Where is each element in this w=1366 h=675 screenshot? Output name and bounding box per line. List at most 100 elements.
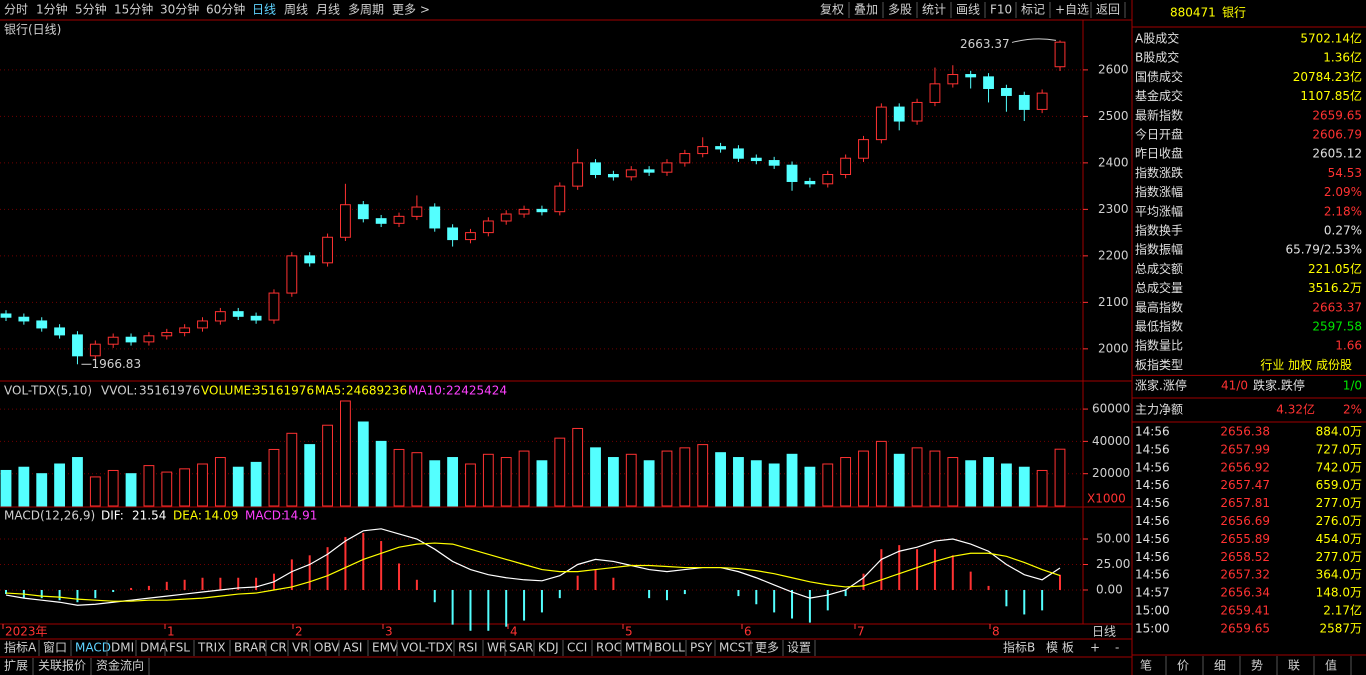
indicator-tab[interactable]: SAR (509, 641, 533, 655)
indicator-tab[interactable]: BOLL (654, 641, 685, 655)
indicator-tab[interactable]: MACD (75, 641, 111, 655)
indicator-tab[interactable]: WR (487, 641, 507, 655)
indicator-tab[interactable]: OBV (314, 641, 340, 655)
y-tick-label: 40000 (1092, 434, 1130, 448)
indicator-tab[interactable]: ROC (596, 641, 622, 655)
candle-body (625, 169, 637, 178)
candle-body (482, 220, 494, 234)
candle-body (679, 153, 691, 164)
period-label: 日线 (1092, 625, 1116, 639)
indicator-tab[interactable]: 指标A (4, 640, 37, 655)
x-tick-label: 7 (857, 625, 865, 639)
toolbar-item[interactable]: 周线 (284, 3, 308, 17)
indicator-tab[interactable]: + (1090, 641, 1100, 655)
indicator-tab[interactable]: 更多 (755, 641, 779, 655)
indicator-tab[interactable]: CCI (567, 641, 587, 655)
toolbar-item[interactable]: 多周期 (348, 3, 384, 17)
volume-bar (643, 460, 655, 507)
toolbar-item[interactable]: 标记 (1021, 3, 1045, 17)
indicator-tab[interactable]: EMV (372, 641, 399, 655)
volume-bar (322, 424, 333, 507)
indicator-tab[interactable]: 设置 (787, 641, 811, 655)
candle-body (965, 74, 977, 78)
indicator-tab[interactable]: - (1115, 641, 1119, 655)
tick-time: 14:56 (1135, 460, 1170, 474)
candle-body (179, 327, 191, 334)
panel-tab[interactable]: 价 (1177, 659, 1189, 673)
panel-tab[interactable]: 值 (1325, 658, 1337, 673)
toolbar-item[interactable]: 1分钟 (36, 2, 68, 17)
panel-tab[interactable]: 势 (1251, 659, 1263, 673)
bottom-tab[interactable]: 资金流向 (96, 658, 144, 673)
volume-bar (1054, 448, 1066, 507)
tick-volume: 148.0万 (1316, 586, 1362, 600)
indicator-tab[interactable]: 窗口 (43, 641, 67, 655)
panel-tab[interactable]: 联 (1288, 659, 1300, 673)
tick-volume: 276.0万 (1316, 514, 1362, 528)
indicator-tab[interactable]: FSL (169, 641, 190, 655)
tick-volume: 2.17亿 (1323, 603, 1362, 618)
panel-tab[interactable]: 细 (1214, 659, 1226, 673)
toolbar-item[interactable]: 15分钟 (114, 2, 153, 17)
indicator-tab[interactable]: DMA (140, 641, 169, 655)
index-name: 银行 (1222, 6, 1246, 20)
toolbar-item[interactable]: 5分钟 (75, 2, 107, 17)
tick-time: 14:56 (1135, 478, 1170, 492)
toolbar-item[interactable]: 返回 (1096, 3, 1120, 17)
x-tick-label: 4 (510, 625, 518, 639)
indicator-tab[interactable]: KDJ (538, 641, 559, 655)
toolbar-item[interactable]: 30分钟 (160, 2, 199, 17)
volume-bar (89, 476, 101, 507)
candle-body (465, 232, 476, 241)
indicator-tab[interactable]: TRIX (197, 641, 225, 655)
macd-label: MACD: (245, 509, 285, 523)
indicator-tab[interactable]: 模 板 (1046, 641, 1074, 655)
indicator-tab[interactable]: 指标B (1003, 640, 1035, 655)
breadth-label: 涨家.涨停 (1135, 378, 1187, 393)
quote-value: 2659.65 (1312, 108, 1362, 122)
bottom-tab[interactable]: 关联报价 (38, 658, 86, 673)
toolbar-item[interactable]: 分时 (4, 3, 28, 17)
high-annotation: 2663.37 (960, 37, 1010, 51)
indicator-tab[interactable]: MTM (625, 641, 653, 655)
toolbar-item[interactable]: 统计 (922, 3, 946, 17)
indicator-tab[interactable]: BRAR (234, 641, 267, 655)
indicator-tab[interactable]: MCST (719, 641, 753, 655)
volume-bar (840, 457, 852, 507)
volume-bar (214, 457, 226, 507)
indicator-tab[interactable]: DMI (111, 641, 134, 655)
quote-label: 今日开盘 (1135, 127, 1183, 142)
volume-bar (482, 453, 494, 507)
breadth-value: 41/0 (1221, 379, 1248, 393)
indicator-tab[interactable]: CR (270, 641, 287, 655)
volume-value: 24689236 (346, 384, 407, 398)
indicator-tab[interactable]: PSY (690, 641, 713, 655)
tick-time: 14:56 (1135, 550, 1170, 564)
indicator-tab[interactable]: ASI (343, 641, 362, 655)
candle-body (750, 157, 762, 162)
indicator-tab[interactable]: VOL-TDX (401, 641, 453, 655)
bottom-tab[interactable]: 扩展 (4, 659, 28, 673)
toolbar-item[interactable]: 60分钟 (206, 2, 245, 17)
dif-line (5, 528, 1061, 606)
toolbar-item[interactable]: +自选 (1055, 3, 1089, 17)
toolbar-item[interactable]: F10 (990, 3, 1012, 17)
toolbar-item[interactable]: 更多 > (392, 3, 430, 17)
candle-body (143, 335, 155, 343)
quote-label: 基金成交 (1135, 88, 1183, 103)
y-tick-label: 2300 (1098, 202, 1129, 216)
quote-value: 3516.2万 (1308, 281, 1362, 295)
panel-tab[interactable]: 笔 (1140, 658, 1152, 673)
y-tick-label: 2200 (1098, 248, 1129, 262)
toolbar-item[interactable]: 月线 (316, 3, 340, 17)
dea-line (5, 542, 1061, 602)
toolbar-item[interactable]: 多股 (888, 3, 912, 17)
indicator-tab[interactable]: RSI (458, 641, 478, 655)
toolbar-item[interactable]: 叠加 (854, 3, 878, 17)
indicator-tab[interactable]: VR (292, 641, 309, 655)
volume-bar (54, 463, 66, 507)
quote-label: 指数换手 (1135, 223, 1183, 238)
toolbar-item[interactable]: 日线 (252, 3, 276, 17)
toolbar-item[interactable]: 画线 (956, 3, 980, 17)
toolbar-item[interactable]: 复权 (820, 3, 844, 17)
